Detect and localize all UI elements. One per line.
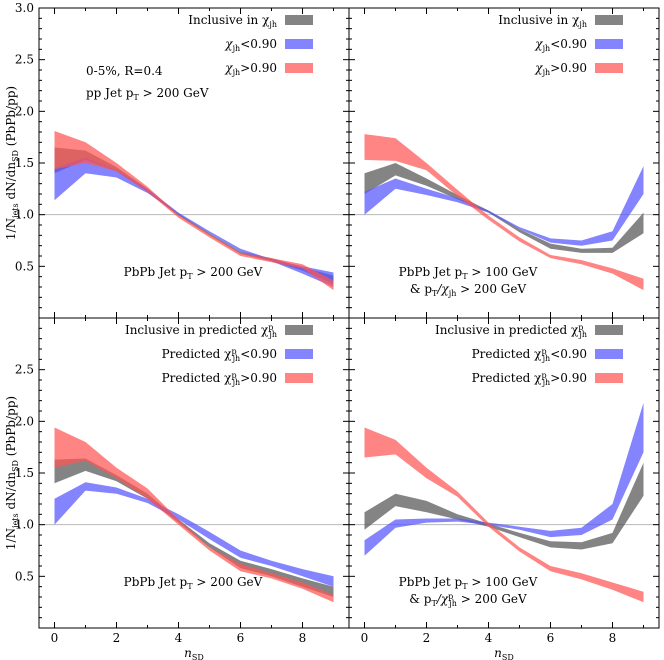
legend-swatch-1 [285,39,313,49]
annotation-centrality: 0-5%, R=0.4 [86,64,163,78]
x-axis-title-1: nSD [494,646,514,660]
legend-label-2: χjh>0.90 [224,61,277,77]
legend-swatch-1 [285,349,313,359]
legend-label-1: Predicted χp jh<0.90 [162,347,277,363]
band-series-2 [54,427,334,603]
legend-label-0: Inclusive in predicted χp jh [125,323,277,339]
legend-swatch-2 [595,63,623,73]
y-axis-title-0: 1/Njets dN/dnSD (PbPb/pp) [4,86,20,240]
legend-swatch-0 [285,15,313,25]
y-tick-label: 1.0 [15,208,34,222]
y-tick-label: 0.5 [15,569,34,583]
legend-label-2: χjh>0.90 [534,61,587,77]
x-axis-title-0: nSD [184,646,204,660]
band-series-1 [364,402,644,556]
x-tick-label: 4 [485,631,493,645]
band-series-2 [364,134,644,291]
legend-swatch-1 [595,39,623,49]
y-tick-label: 2.5 [15,53,34,67]
x-tick-label: 4 [175,631,183,645]
legend-label-1: χjh<0.90 [534,37,587,53]
legend-label-2: Predicted χp jh>0.90 [472,371,587,387]
legend-label-1: χjh<0.90 [224,37,277,53]
annotation-pp-cut: pp Jet pT > 200 GeV [86,86,209,102]
x-tick-label: 2 [113,631,121,645]
y-tick-label: 2.0 [15,414,34,428]
band-series-2 [54,131,334,291]
x-tick-label: 6 [237,631,245,645]
annotation-pbpb-cut: PbPb Jet pT > 200 GeV [124,265,263,281]
y-tick-label: 2.5 [15,363,34,377]
y-tick-label: 3.0 [15,1,34,15]
y-tick-label: 1.5 [15,466,34,480]
band-series-0 [54,458,334,597]
legend-label-1: Predicted χp jh<0.90 [472,347,587,363]
legend-swatch-2 [285,373,313,383]
legend-swatch-2 [285,63,313,73]
legend-label-0: Inclusive in predicted χp jh [435,323,587,339]
legend-swatch-2 [595,373,623,383]
y-axis-title-1: 1/Njets dN/dnSD (PbPb/pp) [4,396,20,550]
y-tick-label: 1.5 [15,156,34,170]
band-series-1 [54,482,334,587]
x-tick-label: 0 [361,631,369,645]
x-tick-label: 8 [299,631,307,645]
y-tick-label: 2.0 [15,104,34,118]
legend-label-0: Inclusive in χjh [188,13,277,29]
y-tick-label: 0.5 [15,259,34,273]
legend-label-0: Inclusive in χjh [498,13,587,29]
annotation-ratio-cut: & pT/χp jh > 200 GeV [409,592,527,608]
panel-top-left: 0.5 1.0 1.5 2.0 2.5 3.0 Inclusive in χjh χjh<0.… [15,1,350,319]
annotation-pbpb-cut: PbPb Jet pT > 200 GeV [124,575,263,591]
band-series-2 [364,427,644,603]
panel-bottom-left: 0 2 4 6 8 0.5 1.0 1.5 2.0 2.5 Inclusive in predict… [15,317,350,645]
x-tick-label: 2 [423,631,431,645]
legend-swatch-0 [595,15,623,25]
band-series-0 [364,462,644,550]
annotation-ratio-cut: & pT/χjh > 200 GeV [410,282,527,298]
annotation-pbpb-cut: PbPb Jet pT > 100 GeV [399,575,538,591]
x-tick-label: 6 [547,631,555,645]
x-tick-label: 8 [609,631,617,645]
panel-top-right: Inclusive in χjh χjh<0.90 χjh>0.90 PbPb Jet… [348,7,660,319]
x-tick-label: 0 [51,631,59,645]
band-series-0 [364,163,644,253]
panel-bottom-right: 0 2 4 6 8 Inclusive in predicted χp jh Predicte… [348,317,660,645]
legend-swatch-1 [595,349,623,359]
legend-label-2: Predicted χp jh>0.90 [162,371,277,387]
y-tick-label: 1.0 [15,518,34,532]
band-series-1 [54,157,334,287]
annotation-pbpb-cut: PbPb Jet pT > 100 GeV [399,265,538,281]
legend-swatch-0 [285,325,313,335]
legend-swatch-0 [595,325,623,335]
